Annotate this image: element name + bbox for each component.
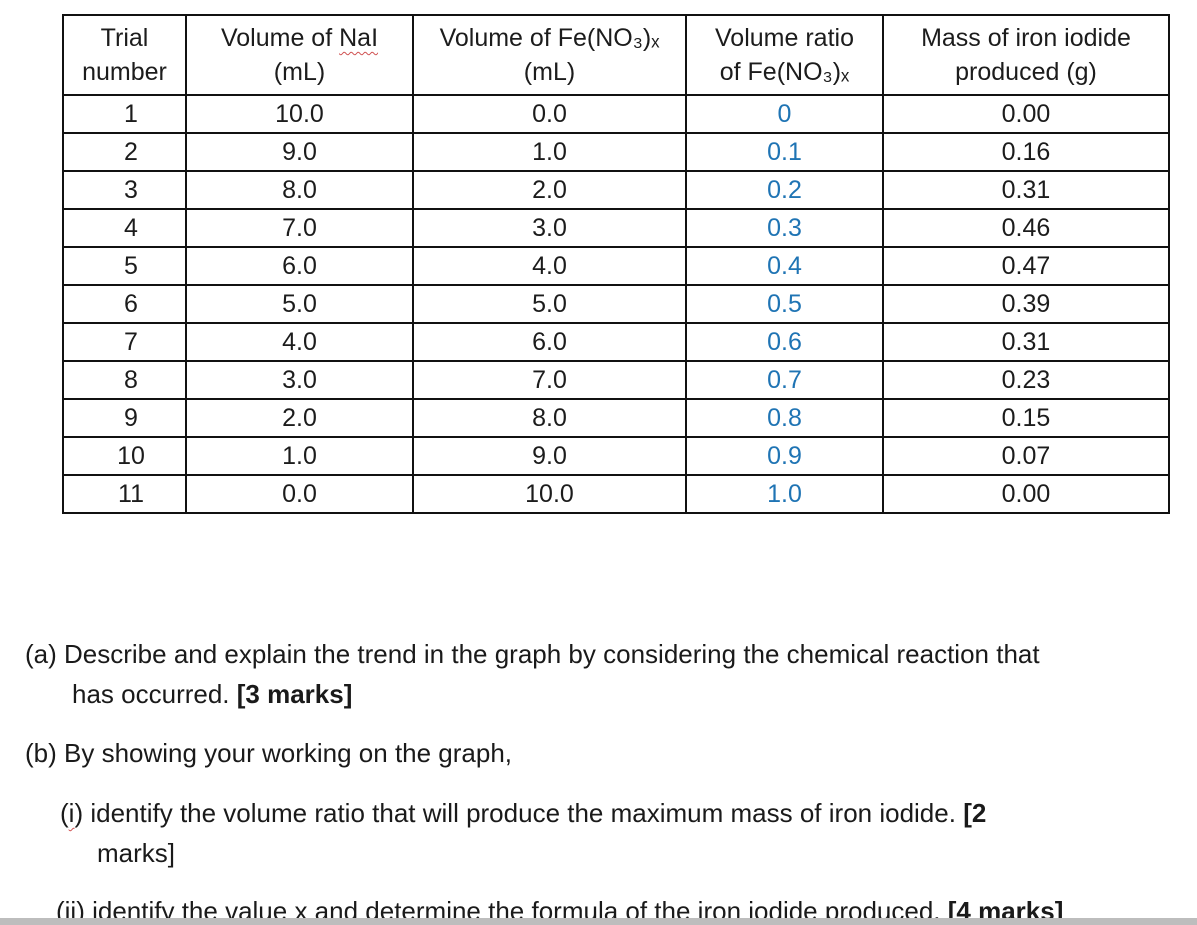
results-table: Trial number Volume of NaI (mL) Volume o… [62,14,1170,514]
cell-volume-ratio: 0 [685,94,884,134]
cell-trial: 9 [62,398,187,438]
header-mass-produced: Mass of iron iodide produced (g) [882,14,1170,96]
cell-trial: 5 [62,246,187,286]
header-line: (mL) [273,58,326,86]
table-row: 2 9.0 1.0 0.1 0.16 [62,132,1170,172]
cell-trial: 2 [62,132,187,172]
question-b-i-line2: marks] [97,838,175,868]
cell-mass: 0.39 [882,284,1170,324]
cell-nai-volume: 7.0 [185,208,414,248]
cell-trial: 8 [62,360,187,400]
question-a-line2: has occurred. [3 marks] [72,679,352,709]
cell-nai-volume: 6.0 [185,246,414,286]
cell-feno3-volume: 10.0 [412,474,687,514]
table-row: 4 7.0 3.0 0.3 0.46 [62,208,1170,248]
cell-nai-volume: 3.0 [185,360,414,400]
cell-trial: 10 [62,436,187,476]
header-trial-number: Trial number [62,14,187,96]
header-text: Volume of [220,24,340,52]
cell-mass: 0.16 [882,132,1170,172]
header-line: Volume ratio [715,24,854,52]
cell-nai-volume: 9.0 [185,132,414,172]
table-row: 10 1.0 9.0 0.9 0.07 [62,436,1170,476]
header-volume-ratio: Volume ratio of Fe(NO₃)ₓ [685,14,884,96]
cell-feno3-volume: 6.0 [412,322,687,362]
cell-feno3-volume: 0.0 [412,94,687,134]
cell-nai-volume: 0.0 [185,474,414,514]
question-b: (b) By showing your working on the graph… [25,738,513,768]
cell-feno3-volume: 2.0 [412,170,687,210]
cell-mass: 0.47 [882,246,1170,286]
question-b-i-marks-open: [2 [963,798,987,828]
cell-trial: 4 [62,208,187,248]
cell-mass: 0.07 [882,436,1170,476]
cell-volume-ratio: 0.8 [685,398,884,438]
cell-feno3-volume: 3.0 [412,208,687,248]
table-header-row: Trial number Volume of NaI (mL) Volume o… [62,14,1170,96]
window-bottom-edge [0,918,1197,925]
cell-nai-volume: 2.0 [185,398,414,438]
cell-nai-volume: 8.0 [185,170,414,210]
cell-volume-ratio: 0.9 [685,436,884,476]
cell-trial: 6 [62,284,187,324]
cell-mass: 0.23 [882,360,1170,400]
header-line: Volume of Fe(NO₃)ₓ [439,24,660,52]
header-volume-nai: Volume of NaI (mL) [185,14,414,96]
cell-feno3-volume: 7.0 [412,360,687,400]
cell-nai-volume: 5.0 [185,284,414,324]
paren-open: ( [60,798,69,828]
cell-mass: 0.31 [882,170,1170,210]
cell-volume-ratio: 1.0 [685,474,884,514]
question-a-line2-text: has occurred. [72,679,237,709]
cell-volume-ratio: 0.5 [685,284,884,324]
table-row: 3 8.0 2.0 0.2 0.31 [62,170,1170,210]
table-row: 8 3.0 7.0 0.7 0.23 [62,360,1170,400]
table-row: 9 2.0 8.0 0.8 0.15 [62,398,1170,438]
cell-feno3-volume: 8.0 [412,398,687,438]
header-volume-feno3: Volume of Fe(NO₃)ₓ (mL) [412,14,687,96]
header-line: Mass of iron iodide [921,24,1131,52]
cell-nai-volume: 10.0 [185,94,414,134]
header-line: produced (g) [955,58,1097,86]
cell-volume-ratio: 0.2 [685,170,884,210]
cell-volume-ratio: 0.7 [685,360,884,400]
table-row: 11 0.0 10.0 1.0 0.00 [62,474,1170,514]
cell-mass: 0.15 [882,398,1170,438]
table-row: 5 6.0 4.0 0.4 0.47 [62,246,1170,286]
header-line: Volume of NaI [187,21,412,55]
cell-volume-ratio: 0.1 [685,132,884,172]
question-a-marks: [3 marks] [236,679,353,709]
cell-trial: 1 [62,94,187,134]
table-row: 7 4.0 6.0 0.6 0.31 [62,322,1170,362]
table-row: 6 5.0 5.0 0.5 0.39 [62,284,1170,324]
cell-trial: 7 [62,322,187,362]
cell-volume-ratio: 0.3 [685,208,884,248]
header-line: Trial [100,24,149,52]
table-row: 1 10.0 0.0 0 0.00 [62,94,1170,134]
cell-mass: 0.00 [882,474,1170,514]
header-line: (mL) [523,58,576,86]
misspelled-word: i [68,798,75,828]
question-a-line1: (a) Describe and explain the trend in th… [25,639,1040,669]
question-b-i-text: ) identify the volume ratio that will pr… [74,798,964,828]
cell-volume-ratio: 0.6 [685,322,884,362]
cell-nai-volume: 1.0 [185,436,414,476]
cell-feno3-volume: 9.0 [412,436,687,476]
header-line: number [82,58,167,86]
cell-feno3-volume: 5.0 [412,284,687,324]
cell-trial: 3 [62,170,187,210]
cell-feno3-volume: 4.0 [412,246,687,286]
cell-volume-ratio: 0.4 [685,246,884,286]
cell-mass: 0.00 [882,94,1170,134]
cell-feno3-volume: 1.0 [412,132,687,172]
question-b-i-line1: (i) identify the volume ratio that will … [60,798,986,828]
header-line: of Fe(NO₃)ₓ [719,58,850,86]
misspelled-word: NaI [339,24,379,52]
cell-mass: 0.46 [882,208,1170,248]
cell-trial: 11 [62,474,187,514]
cell-nai-volume: 4.0 [185,322,414,362]
cell-mass: 0.31 [882,322,1170,362]
